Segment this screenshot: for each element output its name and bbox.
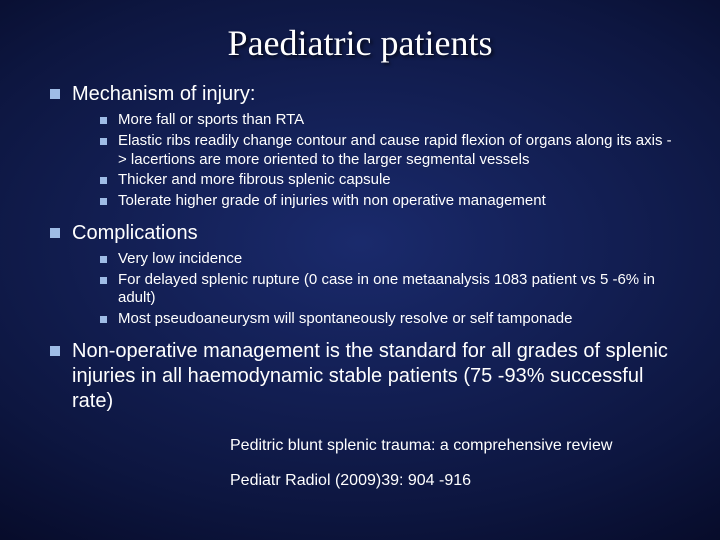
sub-bullet-text: Most pseudoaneurysm will spontaneously r… [118,310,572,327]
reference-line: Pediatr Radiol (2009)39: 904 -916 [230,471,680,492]
sub-bullet-text: Elastic ribs readily change contour and … [118,132,672,168]
references: Peditric blunt splenic trauma: a compreh… [40,436,680,492]
sub-bullet-text: Thicker and more fibrous splenic capsule [118,171,391,188]
sub-bullet-item: Tolerate higher grade of injuries with n… [100,192,680,211]
bullet-text: Mechanism of injury: [72,83,255,105]
sub-bullet-item: Elastic ribs readily change contour and … [100,132,680,170]
sub-bullet-item: For delayed splenic rupture (0 case in o… [100,271,680,309]
sub-bullet-item: Thicker and more fibrous splenic capsule [100,171,680,190]
sub-bullet-text: More fall or sports than RTA [118,111,304,128]
sub-bullet-list: Very low incidence For delayed splenic r… [72,250,680,329]
slide: Paediatric patients Mechanism of injury:… [0,0,720,540]
bullet-text: Complications [72,222,198,244]
sub-bullet-item: More fall or sports than RTA [100,111,680,130]
reference-line: Peditric blunt splenic trauma: a compreh… [230,436,680,457]
sub-bullet-item: Very low incidence [100,250,680,269]
sub-bullet-text: Tolerate higher grade of injuries with n… [118,192,546,209]
slide-title: Paediatric patients [40,22,680,64]
bullet-item: Mechanism of injury: More fall or sports… [50,82,680,211]
bullet-text: Non-operative management is the standard… [72,340,668,412]
sub-bullet-list: More fall or sports than RTA Elastic rib… [72,111,680,211]
bullet-item: Non-operative management is the standard… [50,339,680,414]
bullet-list: Mechanism of injury: More fall or sports… [40,82,680,414]
sub-bullet-item: Most pseudoaneurysm will spontaneously r… [100,310,680,329]
bullet-item: Complications Very low incidence For del… [50,221,680,329]
sub-bullet-text: Very low incidence [118,250,242,267]
sub-bullet-text: For delayed splenic rupture (0 case in o… [118,271,655,307]
